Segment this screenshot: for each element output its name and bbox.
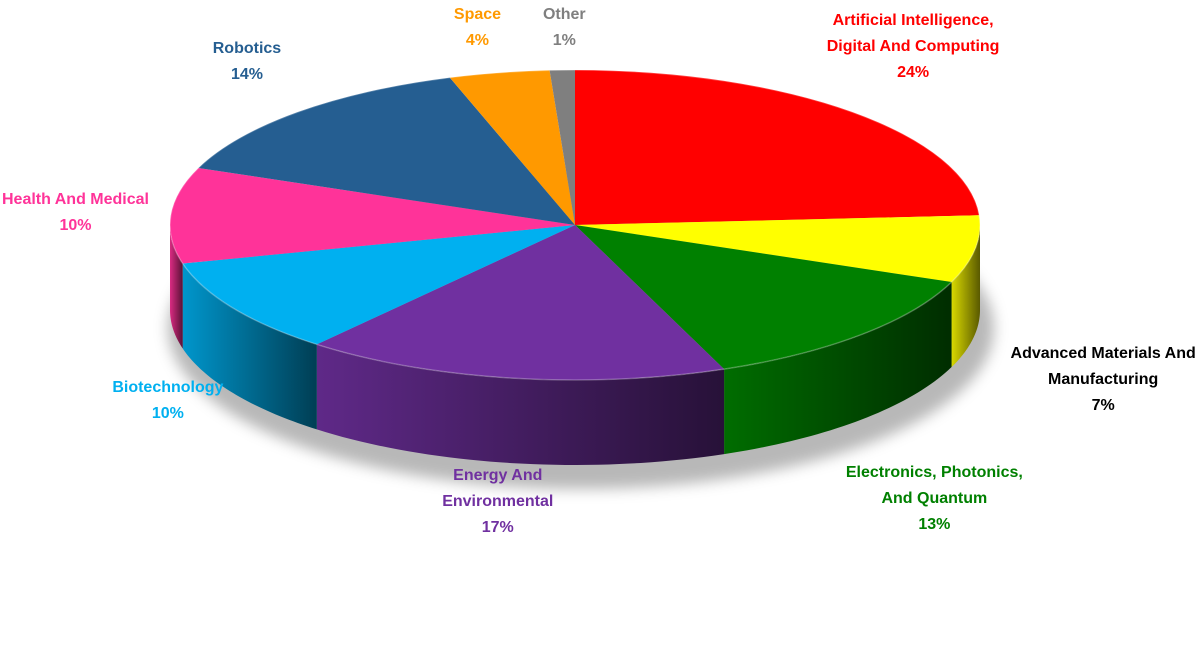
slice-side-2 <box>724 282 952 455</box>
slice-8 <box>549 70 575 225</box>
data-label-name: Other <box>542 6 586 23</box>
data-label: Health And Medical 10% <box>2 187 149 239</box>
slice-5 <box>169 167 575 264</box>
data-label-percent: 17% <box>481 518 514 536</box>
data-label: Biotechnology 10% <box>112 375 223 427</box>
slice-6 <box>198 77 575 225</box>
slice-side-3 <box>316 344 725 465</box>
data-label: Energy And Environmental 17% <box>442 463 553 541</box>
slice-0 <box>575 70 980 225</box>
data-label-name: Biotechnology <box>112 379 224 397</box>
pie-rim <box>169 69 981 381</box>
data-label-percent: 10% <box>151 405 184 423</box>
slice-side-5 <box>170 225 183 349</box>
data-label-name: Environmental <box>442 492 554 510</box>
slice-1 <box>575 215 980 283</box>
slice-4 <box>182 225 575 345</box>
data-label-name: Energy And <box>453 466 543 484</box>
data-label-name: Artificial Intelligence, <box>832 12 994 30</box>
data-label-percent: 13% <box>918 515 951 533</box>
data-label: Advanced Materials And Manufacturing 7% <box>1011 341 1196 419</box>
data-label-percent: 10% <box>59 217 92 235</box>
data-label-name: Health And Medical <box>2 191 149 209</box>
slice-side-1 <box>951 225 980 368</box>
data-label-percent: 7% <box>1091 396 1115 414</box>
slice-2 <box>575 225 952 370</box>
data-label: Other 1% <box>543 2 586 54</box>
data-label-percent: 1% <box>552 32 576 49</box>
data-label: Space 4% <box>454 2 501 54</box>
data-label: Artificial Intelligence, Digital And Comp… <box>827 8 1000 86</box>
data-label-name: Advanced Materials And <box>1010 344 1196 362</box>
data-label-percent: 24% <box>897 64 930 82</box>
data-label-name: Electronics, Photonics, <box>845 463 1023 481</box>
data-label: Robotics 14% <box>213 36 281 88</box>
data-label-percent: 4% <box>465 32 490 49</box>
data-label-name: And Quantum <box>881 489 988 507</box>
data-label-name: Manufacturing <box>1048 370 1159 388</box>
data-label-name: Space <box>453 6 502 23</box>
slice-side-4 <box>182 263 317 430</box>
slice-7 <box>449 70 575 225</box>
data-label: Electronics, Photonics, And Quantum 13% <box>846 460 1023 538</box>
data-label-name: Robotics <box>212 40 282 58</box>
data-label-percent: 14% <box>230 66 263 84</box>
data-label-name: Digital And Computing <box>826 38 1000 56</box>
slice-3 <box>316 225 725 381</box>
